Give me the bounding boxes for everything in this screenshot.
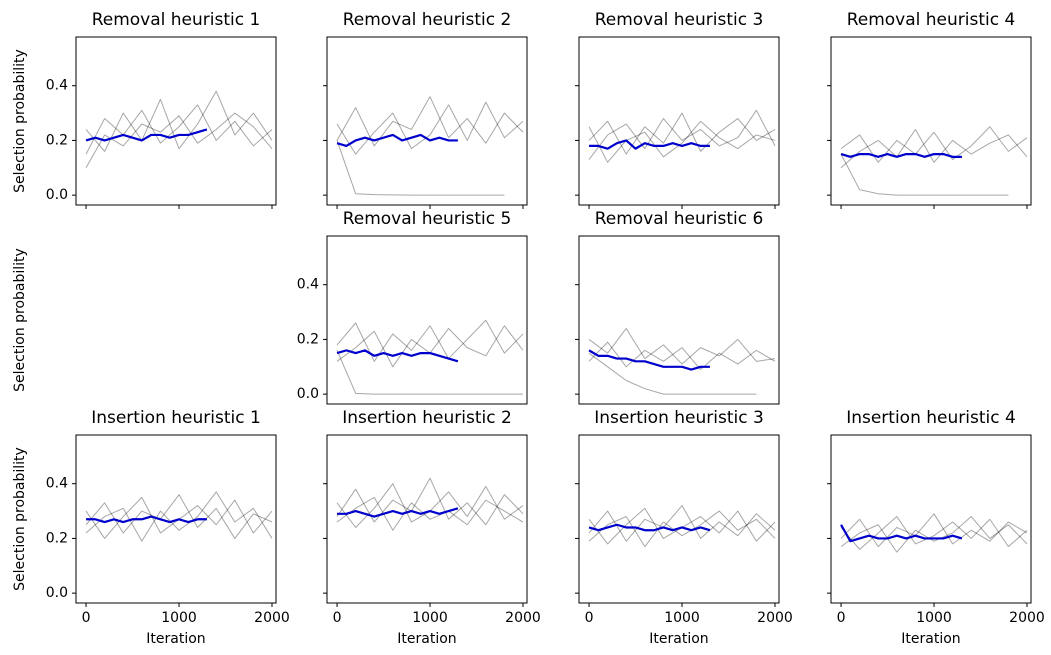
sample-line — [840, 516, 1028, 553]
x-tick-label: 2000 — [254, 610, 290, 626]
y-tick-label: 0.2 — [46, 530, 68, 546]
sample-line — [336, 96, 524, 147]
panel-title: Insertion heuristic 3 — [594, 408, 764, 428]
x-tick-label: 0 — [82, 610, 91, 626]
x-tick-label: 2000 — [757, 610, 793, 626]
sample-line — [588, 505, 776, 542]
sample-line — [336, 477, 524, 526]
y-tick-label: 0.2 — [46, 132, 68, 148]
axes-frame — [326, 235, 528, 405]
x-tick-label: 1000 — [664, 610, 700, 626]
panel-title: Removal heuristic 4 — [847, 10, 1016, 30]
y-axis-label: Selection probability — [12, 49, 28, 193]
panel-title: Removal heuristic 6 — [595, 209, 764, 229]
mean-line — [336, 349, 459, 363]
sample-line — [840, 128, 1028, 169]
x-axis-label: Iteration — [901, 631, 960, 647]
panel-title: Removal heuristic 2 — [343, 10, 512, 30]
x-tick-label: 0 — [333, 610, 342, 626]
plot-area — [588, 327, 776, 395]
mean-line — [588, 523, 711, 532]
sample-line — [840, 153, 1009, 196]
mean-line — [336, 133, 458, 147]
panel-title: Removal heuristic 3 — [595, 10, 764, 30]
y-tick-label: 0.0 — [297, 386, 319, 402]
sample-line — [85, 104, 273, 155]
y-tick-label: 0.4 — [46, 476, 68, 492]
mean-line — [86, 515, 207, 524]
sample-line — [336, 325, 524, 368]
panel-title: Removal heuristic 5 — [343, 209, 512, 229]
sample-line — [840, 126, 1028, 163]
plot-area — [588, 505, 776, 548]
axes-frame — [830, 434, 1032, 604]
y-axis-label: Selection probability — [12, 248, 28, 392]
plot-area — [336, 96, 524, 196]
sample-line — [85, 491, 273, 542]
axes-frame — [75, 36, 277, 206]
sample-line — [840, 516, 1028, 550]
mean-line — [85, 128, 208, 142]
sample-line — [336, 350, 523, 395]
mean-line — [588, 349, 710, 371]
plot-area — [336, 477, 524, 531]
plot-area — [840, 513, 1028, 553]
sample-line — [588, 510, 776, 548]
plot-area — [588, 109, 776, 163]
x-tick-label: 1000 — [412, 610, 448, 626]
plot-area — [85, 491, 273, 542]
sample-line — [588, 112, 776, 155]
panel-title: Insertion heuristic 2 — [342, 408, 512, 428]
sample-line — [588, 341, 776, 371]
sample-line — [588, 120, 776, 163]
mean-line — [840, 153, 962, 158]
y-tick-label: 0.0 — [46, 187, 68, 203]
plot-area — [840, 126, 1028, 196]
x-axis-label: Iteration — [397, 631, 456, 647]
sample-line — [588, 352, 757, 395]
x-axis-label: Iteration — [649, 631, 708, 647]
x-tick-label: 0 — [837, 610, 846, 626]
sample-line — [336, 319, 524, 362]
y-tick-label: 0.4 — [46, 78, 68, 94]
y-tick-label: 0.2 — [297, 331, 319, 347]
plot-area — [85, 90, 273, 169]
mean-line — [337, 507, 459, 518]
y-tick-label: 0.4 — [297, 277, 319, 293]
y-tick-label: 0.0 — [46, 585, 68, 601]
mean-line — [589, 139, 710, 150]
sample-line — [85, 494, 273, 539]
axes-frame — [830, 36, 1032, 206]
sample-line — [588, 327, 776, 365]
sample-line — [336, 140, 505, 196]
mean-line — [840, 524, 963, 543]
y-axis-label: Selection probability — [12, 447, 28, 591]
x-tick-label: 1000 — [916, 610, 952, 626]
plot-area — [336, 319, 524, 395]
x-tick-label: 1000 — [161, 610, 197, 626]
x-tick-label: 2000 — [505, 610, 541, 626]
sample-line — [336, 496, 524, 531]
panel-title: Removal heuristic 1 — [92, 10, 261, 30]
axes-frame — [75, 434, 277, 604]
sample-line — [588, 109, 776, 160]
axes-frame — [578, 36, 780, 206]
axes-frame — [578, 434, 780, 604]
x-tick-label: 0 — [585, 610, 594, 626]
x-tick-label: 2000 — [1009, 610, 1045, 626]
axes-frame — [326, 36, 528, 206]
x-axis-label: Iteration — [146, 631, 205, 647]
panel-title: Insertion heuristic 1 — [91, 408, 261, 428]
axes-frame — [326, 434, 528, 604]
sample-line — [85, 90, 273, 152]
panel-title: Insertion heuristic 4 — [846, 408, 1016, 428]
sample-line — [85, 112, 273, 169]
axes-frame — [578, 235, 780, 405]
